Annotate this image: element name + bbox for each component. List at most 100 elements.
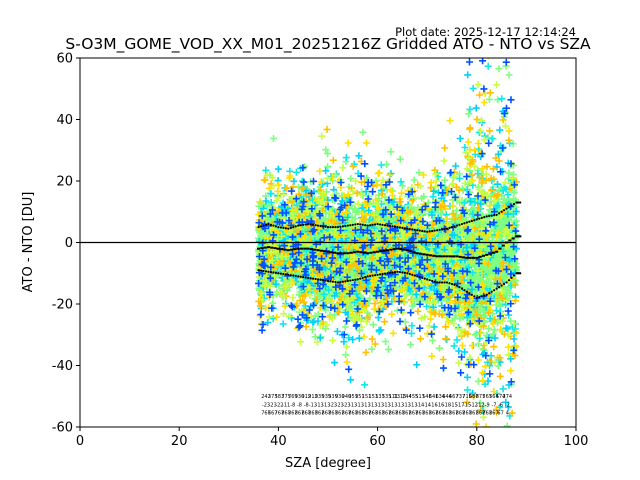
count-label: 634 [435, 394, 445, 400]
lower-point [505, 281, 508, 284]
upper-point [359, 223, 362, 226]
upper-point [334, 226, 337, 229]
x-tick-label: 0 [76, 434, 84, 449]
lower-point [465, 290, 468, 293]
upper-point [329, 226, 332, 229]
y-tick-label: -20 [52, 298, 73, 313]
count-label: -23 [342, 402, 350, 408]
count-label: 67 [497, 411, 503, 417]
count-label: 548 [422, 394, 432, 400]
lower-point [483, 294, 486, 297]
upper-point [259, 225, 263, 228]
lower-point [304, 276, 307, 279]
count-label: 737 [456, 394, 466, 400]
count-label: 867 [489, 411, 499, 417]
upper-point [316, 224, 320, 227]
x-tick-label: 40 [270, 434, 287, 449]
lower-point [319, 278, 322, 281]
upper-point [289, 226, 292, 229]
count-label: -12 [470, 402, 478, 408]
upper-point [519, 201, 522, 204]
upper-point [478, 217, 481, 220]
lower-point [440, 281, 444, 284]
count-label: 867 [415, 411, 425, 417]
upper-point [411, 228, 414, 231]
count-label: -13 [383, 402, 391, 408]
count-label: 867 [362, 411, 372, 417]
count-label: 930 [335, 394, 345, 400]
lower-point [406, 272, 409, 275]
upper-point [445, 227, 449, 230]
y-tick-label: 60 [56, 52, 73, 67]
lower-point [421, 276, 424, 279]
lower-point [391, 271, 394, 274]
upper-point [356, 222, 359, 226]
lower-point [413, 274, 416, 277]
lower-point [314, 277, 317, 281]
lower-point [277, 272, 280, 275]
upper-point [374, 223, 377, 226]
lower-point [403, 271, 406, 274]
upper-point [351, 223, 354, 226]
y-tick-label: 0 [65, 236, 73, 251]
count-label: 867 [402, 411, 412, 417]
y-axis: -60 -40 -20 0 20 40 60 [52, 52, 80, 436]
upper-point [264, 223, 268, 226]
upper-point [403, 227, 406, 230]
upper-point [282, 226, 285, 229]
lower-point [436, 281, 439, 284]
lower-point [478, 295, 481, 299]
count-label: 564 [489, 394, 499, 400]
count-label: 687 [469, 394, 479, 400]
lower-point [502, 282, 506, 286]
lower-point [316, 278, 320, 281]
count-label: -23 [336, 402, 344, 408]
count-label: 144 [402, 394, 412, 400]
lower-point [376, 273, 379, 276]
count-label: 912 [308, 394, 318, 400]
upper-point [416, 229, 419, 232]
count-label: -18 [443, 402, 451, 408]
upper-point [502, 209, 506, 212]
y-tick-label: -40 [52, 359, 73, 374]
lower-point [428, 279, 431, 282]
lower-point [369, 274, 372, 278]
upper-point [277, 226, 280, 229]
upper-point [433, 229, 436, 232]
upper-point [314, 224, 317, 227]
count-label: 867 [281, 411, 291, 417]
count-label: 867 [382, 411, 392, 417]
upper-point [500, 210, 503, 213]
lower-point [398, 270, 402, 274]
lower-point [346, 279, 349, 283]
upper-point [507, 206, 511, 209]
count-label: 567 [482, 394, 492, 400]
lower-point [490, 290, 493, 293]
lower-point [287, 273, 290, 276]
count-label: 867 [368, 411, 378, 417]
count-label: 535 [382, 394, 392, 400]
upper-point [366, 224, 369, 227]
lower-point [351, 279, 354, 282]
upper-point [460, 222, 464, 226]
count-label: 939 [328, 394, 338, 400]
count-label: -23 [262, 402, 270, 408]
count-label: -13 [322, 402, 330, 408]
upper-point [490, 214, 493, 217]
lower-point [426, 278, 429, 281]
count-label: -9 [485, 402, 490, 408]
lower-point [366, 275, 369, 278]
count-label: 867 [295, 411, 305, 417]
upper-point [381, 223, 384, 226]
upper-point [431, 229, 434, 233]
upper-point [423, 230, 426, 233]
lower-point [485, 293, 488, 296]
upper-point [498, 212, 501, 215]
lower-point [294, 274, 297, 278]
lower-point [259, 269, 263, 272]
count-label: 867 [422, 411, 432, 417]
lower-point [262, 269, 265, 273]
count-label: 715 [462, 394, 472, 400]
lower-point [507, 279, 511, 282]
count-label: 867 [442, 411, 452, 417]
